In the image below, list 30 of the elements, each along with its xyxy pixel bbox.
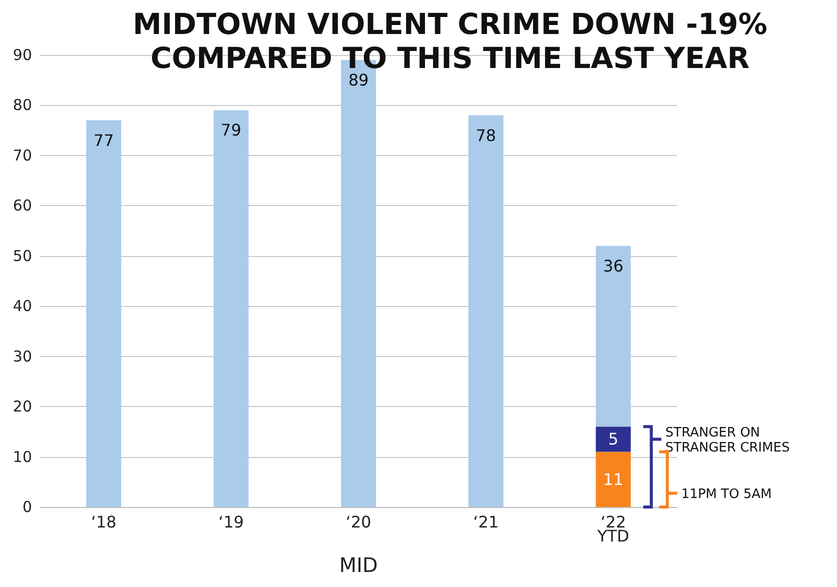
y-tick-label: 70 [12,146,32,164]
data-label: 5 [608,430,618,449]
x-tick-label: ‘20 [346,512,372,532]
x-tick-label: ‘21 [473,512,499,532]
y-tick-label: 50 [12,246,32,265]
y-tick-label: 90 [12,46,32,64]
data-label: 79 [220,120,242,140]
bar [86,120,122,507]
data-label: 11 [603,470,624,489]
x-tick-label: ‘18 [90,512,116,532]
y-tick-label: 0 [22,498,32,516]
y-tick-label: 10 [12,448,32,466]
bar [596,426,631,452]
bar [214,110,249,507]
bar [468,115,504,507]
y-tick-label: 40 [12,297,32,316]
data-label: 78 [476,126,496,145]
y-tick-label: 80 [12,96,32,114]
text: 11PM TO 5AM [681,487,772,502]
y-tick-label: 20 [12,398,32,416]
bar [596,246,631,427]
annotation: STRANGER ON STRANGER CRIMES [665,426,790,456]
data-label: 36 [603,256,624,276]
y-tick-label: 30 [12,347,32,366]
x-tick-label: ‘19 [218,512,244,532]
y-tick-label: 60 [12,196,32,215]
bar [596,452,631,507]
data-label: 77 [94,130,114,150]
x-axis-title: MID [339,553,378,577]
x-tick-label: ‘22 YTD [596,512,630,546]
